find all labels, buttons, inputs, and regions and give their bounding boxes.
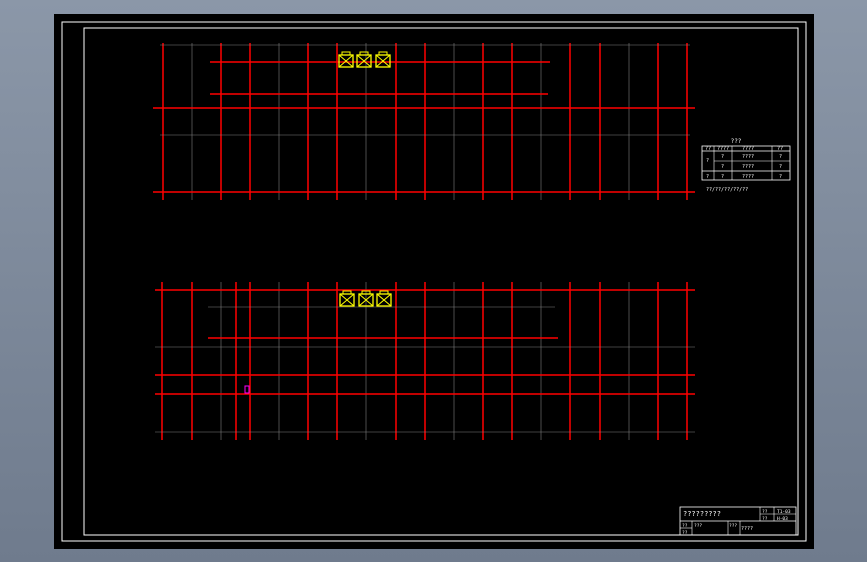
designer-label: ?? xyxy=(682,523,688,529)
legend-cell: ? xyxy=(779,174,782,180)
legend-cell: ? xyxy=(706,158,709,164)
title-value: T1-03 xyxy=(777,509,791,515)
legend-cell: ? xyxy=(721,174,724,180)
equipment-unit[interactable] xyxy=(376,290,392,307)
floor-plans xyxy=(153,43,695,440)
legend-header: ?? xyxy=(705,146,711,152)
legend-title: ??? xyxy=(731,138,742,145)
legend-header: ???? xyxy=(717,146,729,152)
equipment-unit[interactable] xyxy=(358,290,374,307)
equipment-unit[interactable] xyxy=(339,290,355,307)
legend-cell: ???? xyxy=(742,164,754,170)
designer-value: ??? xyxy=(694,523,702,529)
equipment-unit[interactable] xyxy=(338,51,354,68)
equipment-unit[interactable] xyxy=(375,51,391,68)
bottom-label: ?? xyxy=(682,530,688,536)
title-value: H-03 xyxy=(777,516,788,522)
outer-frame xyxy=(61,21,807,542)
legend-cell: ? xyxy=(779,154,782,160)
legend-cell: ???? xyxy=(742,174,754,180)
equipment-unit[interactable] xyxy=(356,51,372,68)
inner-frame xyxy=(83,27,799,536)
legend-cell: ? xyxy=(721,154,724,160)
title-block: ????????? ?? T1-03 ?? H-03 ?? ??? ??? ??… xyxy=(679,506,797,536)
marker xyxy=(244,385,250,394)
drawing-name: ????????? xyxy=(683,510,721,518)
cad-drawing-viewport[interactable]: ??? ?? ???? ???? ?? ? ? ???? ? ? ???? ? … xyxy=(54,14,814,549)
legend-cell: ???? xyxy=(742,154,754,160)
drawing-canvas[interactable]: ??? ?? ???? ???? ?? ? ? ???? ? ? ???? ? … xyxy=(54,14,814,549)
checker-value: ???? xyxy=(741,526,753,532)
legend-table: ??? ?? ???? ???? ?? ? ? ???? ? ? ???? ? … xyxy=(701,138,791,193)
legend-note: ??/??/??/??/?? xyxy=(706,187,748,193)
checker-label: ??? xyxy=(729,523,737,529)
title-label: ?? xyxy=(762,516,768,522)
legend-cell: ? xyxy=(779,164,782,170)
legend-header: ???? xyxy=(742,146,754,152)
legend-cell: ? xyxy=(706,174,709,180)
legend-cell: ? xyxy=(721,164,724,170)
legend-header: ?? xyxy=(777,146,783,152)
title-label: ?? xyxy=(762,509,768,515)
